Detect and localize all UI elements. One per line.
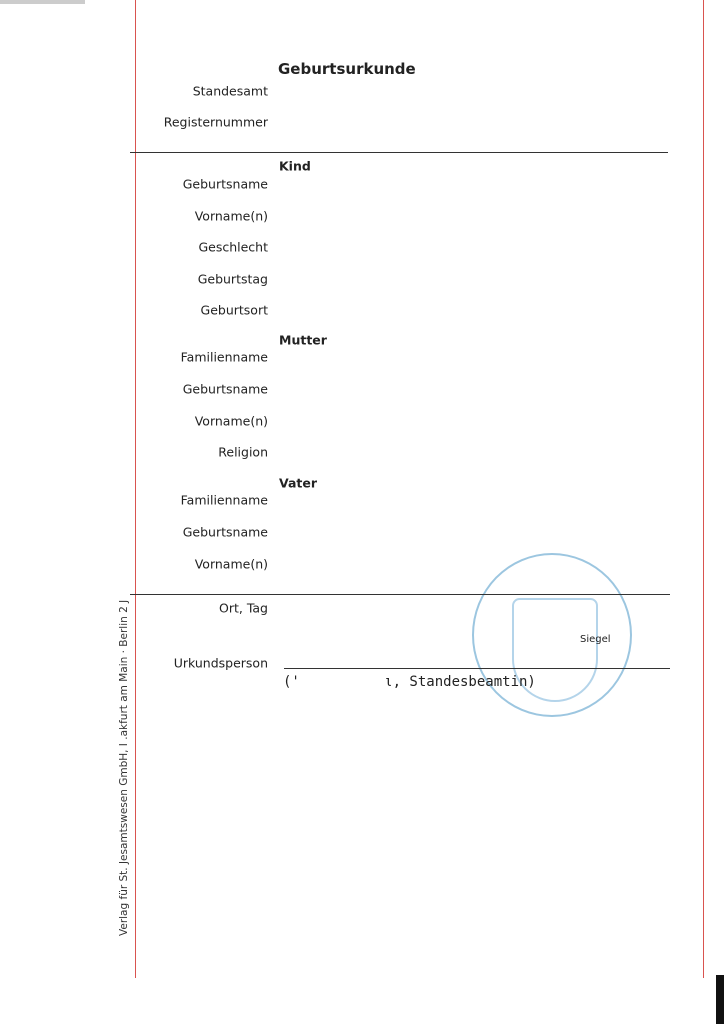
seal-eagle-shield-icon <box>512 598 598 702</box>
label-kind-geburtstag: Geburtstag <box>197 271 268 287</box>
scan-edge <box>0 0 85 4</box>
signature-line <box>284 668 670 669</box>
official-name-typed: (' ι, Standesbeamtin) <box>283 674 536 690</box>
label-urkundsperson: Urkundsperson <box>173 655 268 671</box>
left-margin-line <box>135 0 136 978</box>
publisher-imprint: Verlag für St. Jesamtswesen GmbH, I .akf… <box>118 599 130 936</box>
right-margin-line <box>703 0 704 978</box>
section-mutter-heading: Mutter <box>279 332 327 348</box>
label-standesamt: Standesamt <box>192 83 268 99</box>
section-kind-heading: Kind <box>279 158 311 174</box>
label-vater-familienname: Familienname <box>180 492 268 508</box>
label-ort-tag: Ort, Tag <box>219 600 268 616</box>
label-kind-vornamen: Vorname(n) <box>194 208 268 224</box>
divider <box>130 594 670 595</box>
document-title: Geburtsurkunde <box>278 60 416 78</box>
label-mutter-vornamen: Vorname(n) <box>194 413 268 429</box>
label-kind-geburtsort: Geburtsort <box>200 302 268 318</box>
label-mutter-religion: Religion <box>218 444 268 460</box>
scan-edge <box>716 975 724 1024</box>
label-registernummer: Registernummer <box>163 114 268 130</box>
label-kind-geburtsname: Geburtsname <box>182 176 268 192</box>
label-kind-geschlecht: Geschlecht <box>198 239 268 255</box>
section-vater-heading: Vater <box>279 475 318 491</box>
label-mutter-geburtsname: Geburtsname <box>182 381 268 397</box>
label-vater-geburtsname: Geburtsname <box>182 524 268 540</box>
official-seal-stamp <box>472 553 632 717</box>
label-vater-vornamen: Vorname(n) <box>194 556 268 572</box>
seal-label: Siegel <box>580 634 611 645</box>
divider <box>130 152 668 153</box>
label-mutter-familienname: Familienname <box>180 349 268 365</box>
